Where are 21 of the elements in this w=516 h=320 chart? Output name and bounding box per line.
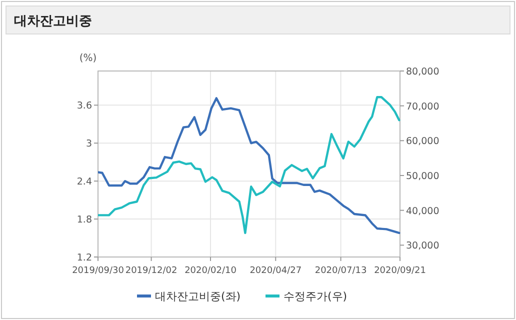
x-tick-label: 2019/09/30: [72, 266, 124, 276]
x-tick-label: 2020/04/27: [250, 266, 302, 276]
y-tick-label: 2.4: [76, 176, 92, 188]
y2-tick-label: 60,000: [406, 136, 440, 148]
y2-tick-label: 40,000: [406, 206, 440, 217]
y2-tick-label: 50,000: [406, 170, 440, 182]
y2-tick-label: 70,000: [406, 101, 440, 112]
y-tick-label: 1.8: [76, 214, 92, 226]
y-axis-title: (%): [79, 53, 97, 64]
y2-tick-label: 80,000: [406, 66, 440, 78]
x-tick-label: 2020/07/13: [314, 266, 367, 276]
chart-title: 대차잔고비중: [14, 14, 92, 29]
x-tick-label: 2020/02/10: [184, 266, 237, 276]
y-tick-label: 1.2: [76, 252, 92, 264]
legend-label: 대차잔고비중(좌): [155, 290, 241, 303]
legend-label: 수정주가(우): [284, 290, 348, 303]
y-tick-label: 3.6: [76, 100, 92, 112]
x-tick-label: 2020/09/21: [374, 266, 426, 276]
y2-tick-label: 30,000: [406, 240, 440, 252]
y-tick-label: 3: [86, 138, 92, 150]
x-tick-label: 2019/12/02: [125, 266, 178, 276]
